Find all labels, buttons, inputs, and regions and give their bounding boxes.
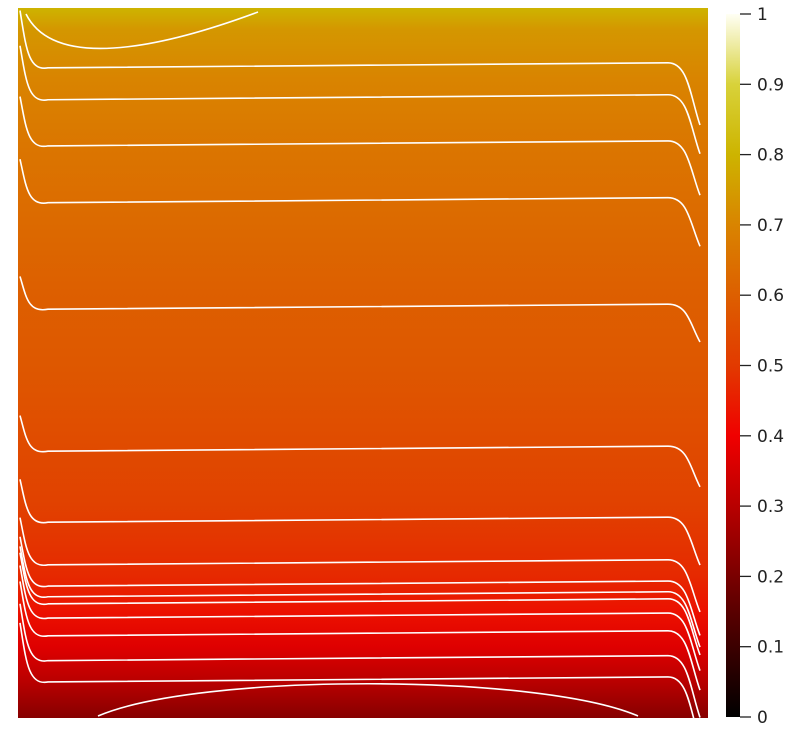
colorbar-tick-label: 1 [757,5,768,25]
contour-line [19,581,701,691]
contour-line [19,536,701,636]
contour-line [19,276,701,343]
colorbar-tick-label: 0.4 [757,427,784,447]
contour-line [19,546,701,648]
colorbar-tick-label: 0.9 [757,75,784,95]
contour-line [19,479,701,566]
colorbar-bar [726,14,740,717]
contour-line [19,10,701,126]
colorbar-tick-label: 0.7 [757,216,784,236]
contour-lines [19,10,701,718]
colorbar-tick-label: 0.3 [757,497,784,517]
contour-line [19,158,701,247]
colorbar: 0 0.1 0.2 0.3 0.4 0.5 0.6 0.7 0.8 0.9 1 [726,5,784,728]
contour-line [97,682,639,717]
colorbar-tick-label: 0.6 [757,286,784,306]
contour-line [19,552,701,656]
scalar-field [18,8,708,718]
contour-line [25,11,259,50]
colorbar-tick-label: 0.8 [757,146,784,166]
contour-line [19,603,701,718]
colorbar-ticks: 0 0.1 0.2 0.3 0.4 0.5 0.6 0.7 0.8 0.9 1 [740,5,784,728]
contour-line [19,565,701,671]
contour-line [19,517,701,613]
colorbar-tick-label: 0.1 [757,638,784,658]
plot-area [18,8,708,718]
colorbar-tick-label: 0.5 [757,357,784,377]
contour-line [19,622,695,718]
contour-line [19,415,701,488]
colorbar-tick-label: 0 [757,708,768,728]
contour-line [19,45,701,155]
colorbar-tick-label: 0.2 [757,567,784,587]
contour-line [19,96,701,196]
